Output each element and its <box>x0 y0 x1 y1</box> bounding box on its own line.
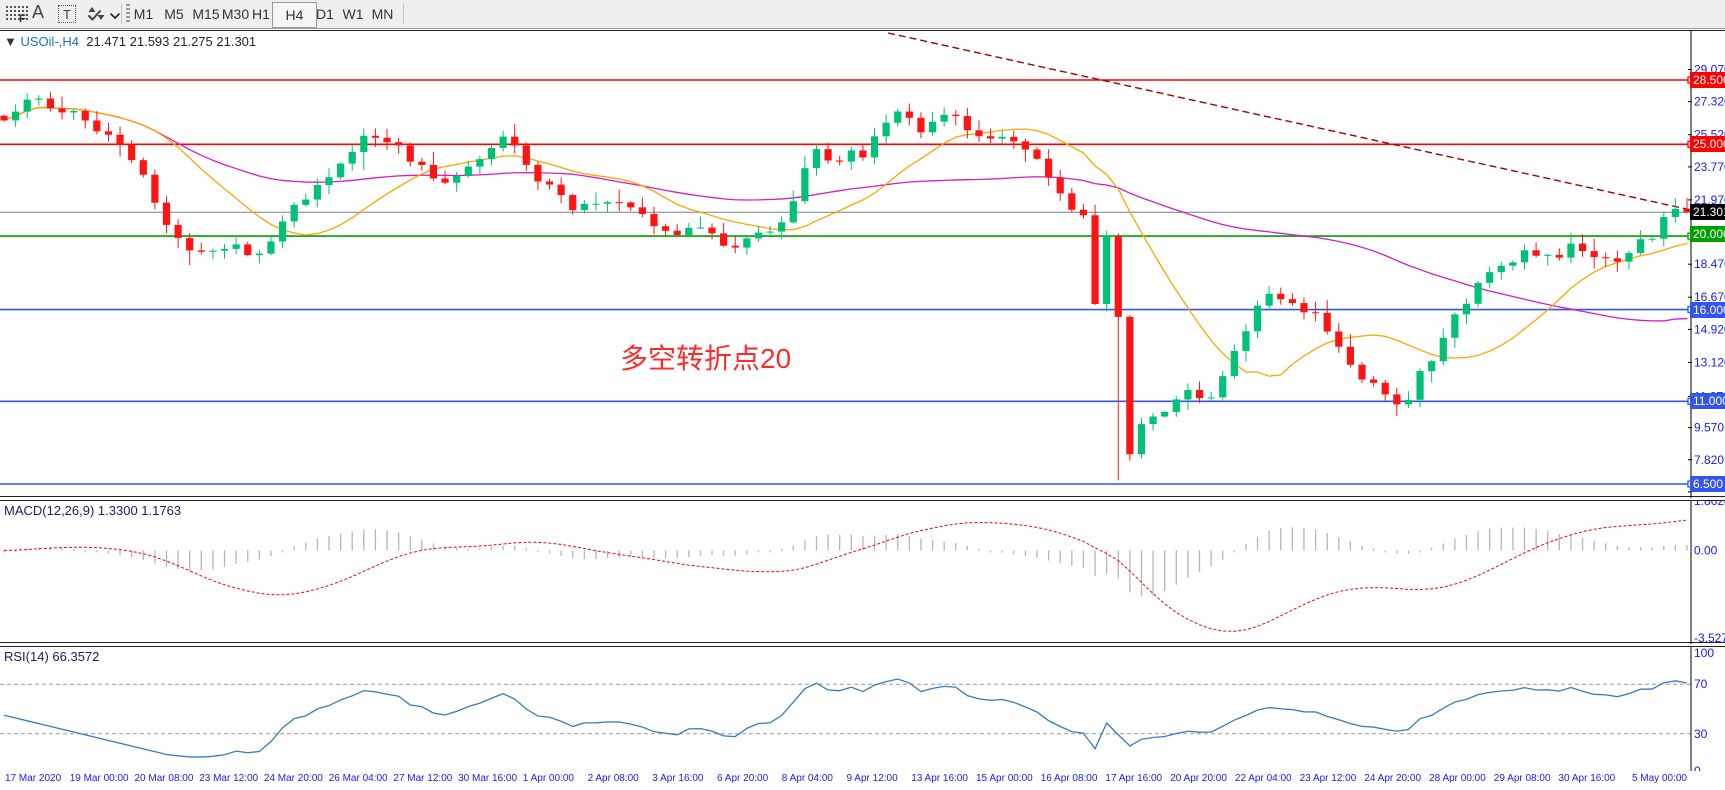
svg-text:70: 70 <box>1694 677 1708 691</box>
svg-text:18.470: 18.470 <box>1694 257 1725 271</box>
svg-text:30: 30 <box>1694 727 1708 741</box>
svg-text:0.00: 0.00 <box>1694 543 1718 557</box>
svg-text:-3.5273: -3.5273 <box>1694 631 1725 644</box>
svg-text:7.820: 7.820 <box>1694 453 1724 467</box>
svg-text:9.570: 9.570 <box>1694 421 1724 435</box>
svg-text:14.920: 14.920 <box>1694 322 1725 336</box>
svg-text:23.770: 23.770 <box>1694 160 1725 174</box>
svg-text:13.120: 13.120 <box>1694 355 1725 369</box>
svg-text:1.8624: 1.8624 <box>1694 501 1725 508</box>
svg-text:100: 100 <box>1694 647 1714 660</box>
svg-text:0: 0 <box>1694 764 1701 771</box>
svg-text:27.320: 27.320 <box>1694 95 1725 109</box>
